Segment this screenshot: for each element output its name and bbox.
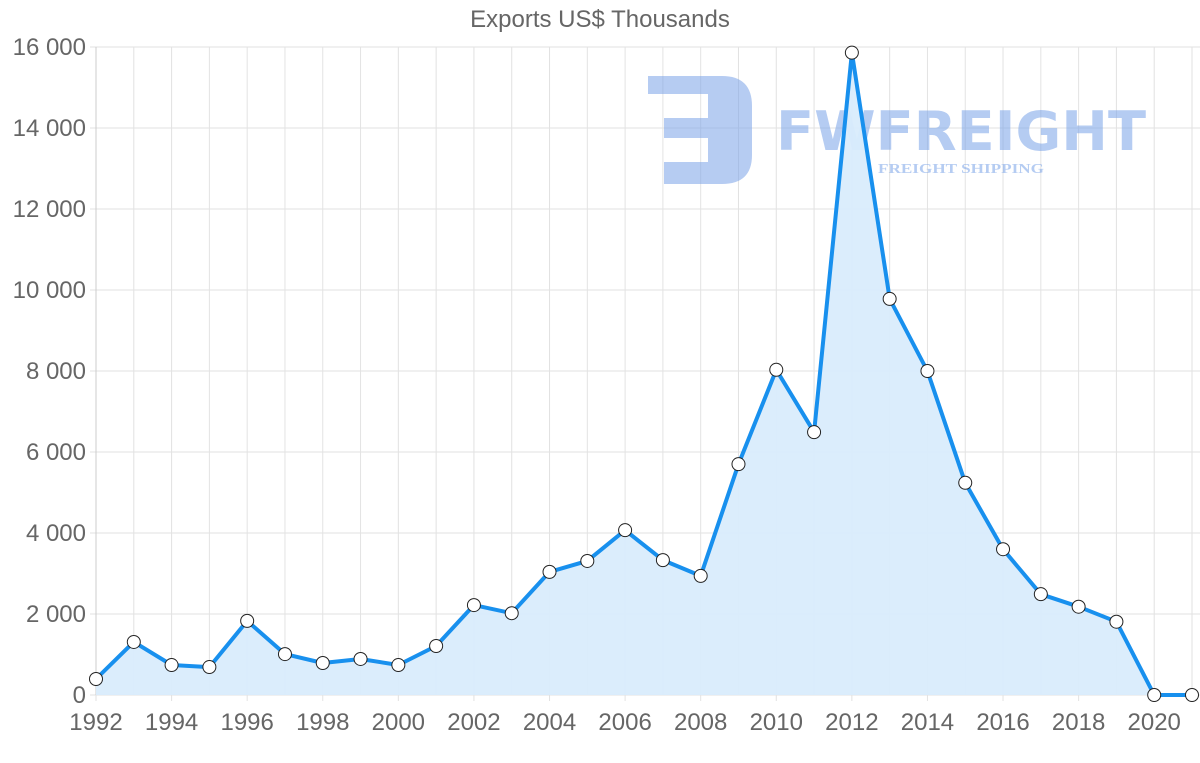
data-point[interactable]: [429, 638, 444, 653]
watermark-tagline: FREIGHT SHIPPING: [878, 162, 1044, 177]
x-tick-label: 2016: [976, 709, 1029, 736]
watermark-brand: FWFREIGHT: [776, 100, 1146, 163]
y-axis-labels: 0 2 000 4 000 6 000 8 000 10 000 12 000 14 000 1…: [13, 34, 86, 709]
data-point[interactable]: [353, 651, 368, 666]
y-tick-label: 8 000: [26, 358, 86, 385]
data-point[interactable]: [202, 660, 217, 675]
data-markers: [89, 45, 1199, 702]
x-tick-label: 2006: [598, 709, 651, 736]
data-point[interactable]: [466, 598, 481, 613]
data-point[interactable]: [920, 364, 935, 378]
data-point[interactable]: [580, 553, 595, 568]
y-tick-label: 12 000: [13, 196, 86, 223]
data-point[interactable]: [391, 658, 406, 673]
data-point[interactable]: [504, 606, 519, 621]
data-point[interactable]: [996, 542, 1011, 557]
data-point[interactable]: [807, 425, 822, 440]
data-point[interactable]: [89, 672, 103, 687]
y-tick-label: 6 000: [26, 439, 86, 466]
data-point[interactable]: [769, 362, 784, 377]
x-tick-label: 2018: [1052, 709, 1105, 736]
y-tick-label: 0: [73, 682, 86, 709]
data-point[interactable]: [655, 553, 670, 568]
x-tick-label: 2004: [523, 709, 576, 736]
data-point[interactable]: [1071, 599, 1086, 614]
data-point[interactable]: [542, 564, 557, 579]
x-tick-label: 2010: [750, 709, 803, 736]
x-tick-label: 2012: [825, 709, 878, 736]
y-tick-label: 16 000: [13, 34, 86, 61]
chart-title: Exports US$ Thousands: [470, 6, 730, 33]
data-point[interactable]: [958, 475, 973, 490]
data-point[interactable]: [882, 291, 897, 306]
data-point[interactable]: [844, 45, 859, 60]
data-point[interactable]: [240, 613, 255, 628]
data-point[interactable]: [164, 658, 179, 673]
logo-mark-icon: [648, 76, 752, 184]
data-point[interactable]: [693, 568, 708, 583]
x-tick-label: 1992: [69, 709, 122, 736]
data-point[interactable]: [731, 457, 746, 472]
x-tick-label: 1996: [220, 709, 273, 736]
x-tick-label: 1994: [145, 709, 198, 736]
x-tick-label: 1998: [296, 709, 349, 736]
area-fill: [96, 52, 1192, 695]
x-tick-label: 2002: [447, 709, 500, 736]
data-point[interactable]: [126, 634, 141, 649]
data-point[interactable]: [1033, 587, 1048, 602]
watermark-logo: FWFREIGHT FREIGHT SHIPPING: [648, 76, 1146, 184]
x-tick-label: 2000: [372, 709, 425, 736]
y-tick-label: 4 000: [26, 520, 86, 547]
data-point[interactable]: [315, 656, 330, 671]
data-line: [94, 50, 1192, 697]
data-point[interactable]: [1147, 688, 1162, 702]
x-axis-labels: 1992 1994 1996 1998 2000 2002 2004 2006 2008 2010…: [69, 709, 1181, 736]
x-tick-label: 2020: [1128, 709, 1181, 736]
data-point[interactable]: [277, 647, 292, 662]
data-point[interactable]: [1109, 614, 1124, 629]
x-tick-label: 2014: [901, 709, 954, 736]
data-point[interactable]: [1185, 688, 1199, 702]
data-point[interactable]: [618, 523, 633, 538]
x-tick-label: 2008: [674, 709, 727, 736]
y-tick-label: 10 000: [13, 277, 86, 304]
y-tick-label: 14 000: [13, 115, 86, 142]
y-tick-label: 2 000: [26, 601, 86, 628]
